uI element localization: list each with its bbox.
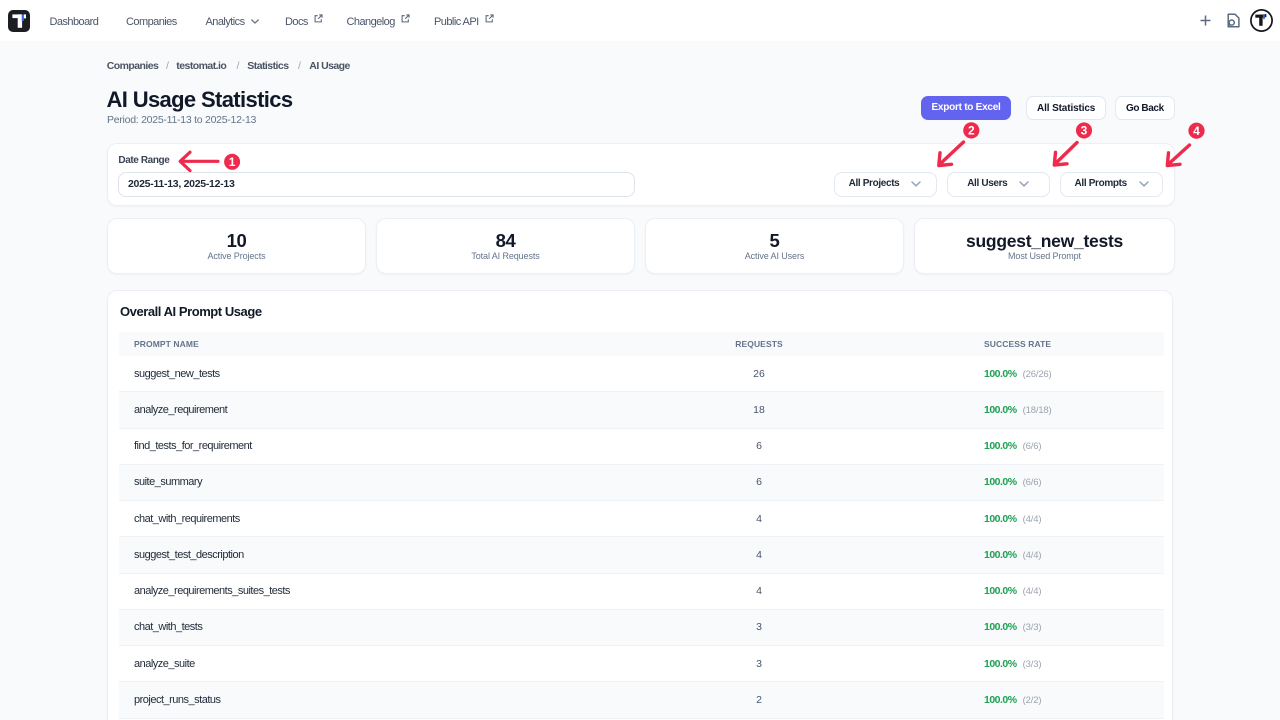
svg-text:4: 4 bbox=[1193, 124, 1200, 138]
svg-text:2: 2 bbox=[968, 124, 975, 138]
svg-text:3: 3 bbox=[1081, 124, 1088, 138]
